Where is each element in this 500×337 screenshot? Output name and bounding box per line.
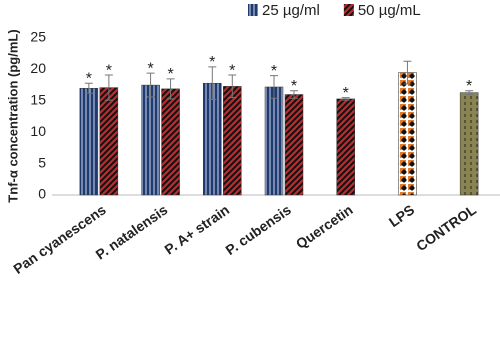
error-bar bbox=[228, 74, 237, 99]
error-bar bbox=[146, 72, 155, 98]
y-tick-label: 20 bbox=[30, 60, 46, 76]
y-tick-label: 5 bbox=[38, 154, 46, 170]
bar bbox=[223, 86, 242, 196]
error-bar bbox=[290, 90, 298, 99]
legend-swatch bbox=[343, 4, 354, 16]
y-tick-label: 10 bbox=[30, 123, 46, 139]
x-tick-label: CONTROL bbox=[413, 201, 479, 254]
significance: * bbox=[229, 62, 235, 79]
y-tick-label: 0 bbox=[38, 186, 46, 202]
bar bbox=[459, 92, 479, 196]
error-bar bbox=[84, 82, 93, 94]
significance: * bbox=[167, 66, 173, 83]
y-tick-label: 15 bbox=[30, 92, 46, 108]
significance: * bbox=[106, 62, 112, 79]
error-bar bbox=[403, 60, 412, 85]
bar bbox=[264, 86, 284, 196]
significance: * bbox=[343, 85, 349, 102]
bar bbox=[161, 88, 180, 196]
y-tick-label: 25 bbox=[30, 29, 46, 45]
legend-label: 50 µg/mL bbox=[358, 2, 421, 19]
bar bbox=[398, 72, 417, 196]
legend-label: 25 µg/ml bbox=[262, 2, 320, 19]
x-tick-label: Pan cyanescens bbox=[10, 201, 109, 277]
bar bbox=[79, 87, 99, 196]
x-tick-label: Quercetin bbox=[293, 201, 356, 252]
bar bbox=[141, 84, 160, 196]
y-axis-label: Tnf-α concentration (pg/mL) bbox=[5, 29, 20, 202]
significance: * bbox=[271, 63, 277, 80]
legend-swatch bbox=[248, 4, 258, 16]
x-tick-label: P. A+ strain bbox=[161, 201, 232, 257]
error-bar bbox=[208, 66, 217, 101]
x-tick-label: P. cubensis bbox=[222, 201, 294, 258]
x-tick-label: LPS bbox=[386, 201, 417, 230]
error-bar bbox=[341, 97, 350, 101]
significance: * bbox=[147, 60, 153, 77]
significance: * bbox=[466, 78, 472, 95]
significance: * bbox=[86, 70, 92, 87]
error-bar bbox=[465, 90, 474, 96]
significance: * bbox=[291, 78, 297, 95]
significance: * bbox=[209, 54, 215, 71]
bar bbox=[99, 87, 119, 196]
bar bbox=[284, 94, 304, 196]
error-bar bbox=[270, 75, 278, 99]
error-bar bbox=[104, 74, 113, 101]
bar bbox=[336, 98, 355, 196]
error-bar bbox=[166, 78, 175, 100]
